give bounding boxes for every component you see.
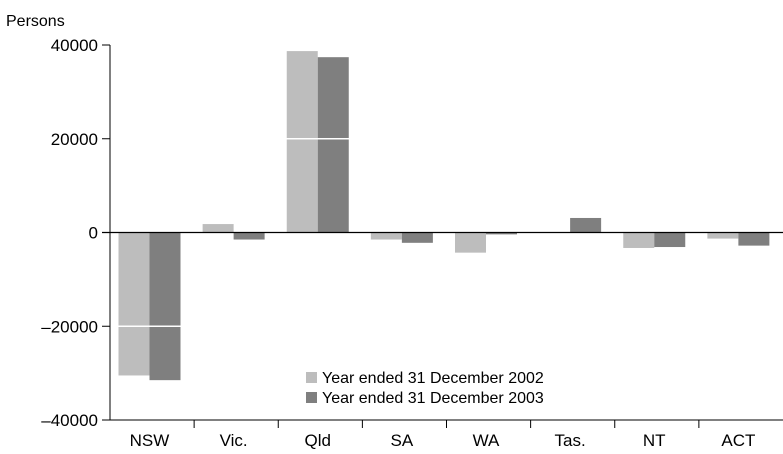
y-axis-ticks: –40000 –20000 0 20000 40000: [41, 36, 110, 430]
y-tick-label: 20000: [51, 130, 98, 149]
bar-nt-series-2: [654, 232, 686, 248]
x-tick-label: ACT: [721, 431, 755, 450]
y-axis-title: Persons: [6, 13, 65, 30]
y-tick-label: –40000: [41, 411, 98, 430]
bar-wa-series-2: [486, 232, 517, 235]
y-tick-label: 40000: [51, 36, 98, 55]
bars: [110, 51, 783, 381]
x-tick-label: Tas.: [555, 431, 586, 450]
bar-act-series-2: [738, 232, 770, 246]
bar-vic-series-1: [202, 224, 234, 233]
bar-vic-series-2: [233, 232, 265, 240]
axes: [102, 45, 783, 421]
x-tick-label: WA: [473, 431, 500, 450]
bar-qld-series-2: [317, 57, 349, 233]
legend-swatch: [306, 392, 317, 403]
bar-sa-series-1: [370, 232, 402, 240]
bar-wa-series-1: [455, 232, 486, 253]
x-tick-label: NSW: [130, 431, 170, 450]
legend-label: Year ended 31 December 2002: [322, 370, 544, 387]
bar-nsw-series-2: [149, 232, 181, 381]
bar-nsw-series-1: [118, 232, 150, 376]
x-axis-ticks: NSW Vic. Qld SA WA Tas. NT ACT: [130, 420, 755, 450]
bar-nt-series-1: [623, 232, 655, 248]
x-tick-label: SA: [391, 431, 414, 450]
y-tick-label: 0: [89, 224, 98, 243]
legend: Year ended 31 December 2002 Year ended 31…: [306, 370, 544, 407]
x-tick-label: Qld: [305, 431, 331, 450]
bar-tas-series-2: [570, 217, 602, 233]
x-tick-label: Vic.: [220, 431, 248, 450]
bar-sa-series-2: [401, 232, 433, 243]
legend-label: Year ended 31 December 2003: [322, 390, 544, 407]
bar-act-series-1: [707, 232, 739, 239]
x-tick-label: NT: [643, 431, 666, 450]
legend-swatch: [306, 372, 317, 383]
bar-qld-series-1: [286, 51, 318, 233]
y-tick-label: –20000: [41, 317, 98, 336]
